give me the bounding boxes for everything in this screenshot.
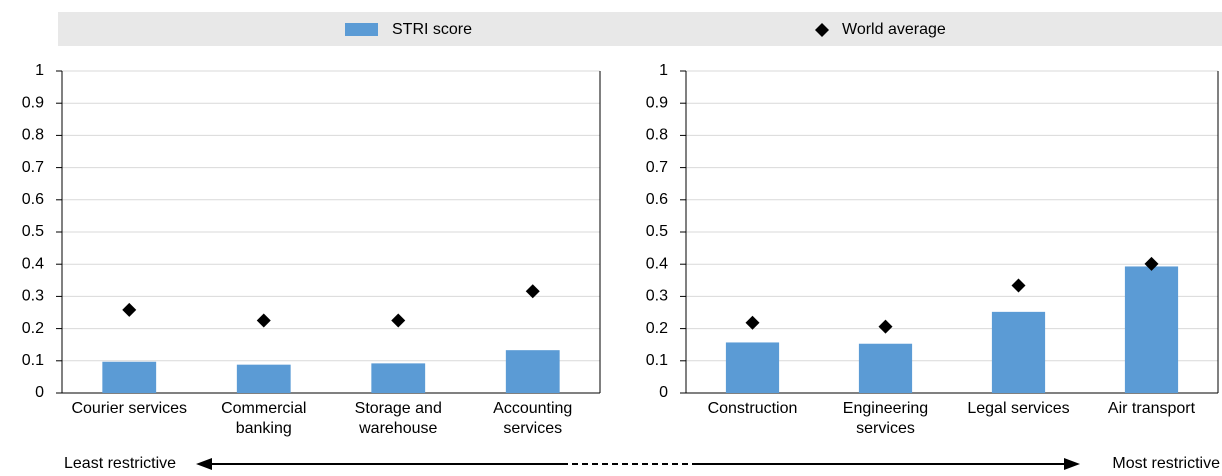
- x-tick-label: Accounting services: [493, 400, 573, 437]
- y-tick-label: 0.8: [22, 127, 44, 144]
- y-tick-label: 0.1: [646, 352, 668, 369]
- legend-swatch: [345, 23, 378, 36]
- y-tick-label: 1: [659, 62, 668, 79]
- bar: [725, 342, 780, 393]
- marker: [1011, 278, 1026, 293]
- footer-label: Most restrictive: [1112, 455, 1220, 472]
- y-tick-label: 0.3: [646, 288, 668, 305]
- legend-label: STRI score: [392, 21, 472, 38]
- legend-swatch: [815, 23, 829, 37]
- bar: [1124, 266, 1179, 393]
- y-tick-label: 0.8: [646, 127, 668, 144]
- footer-label: Least restrictive: [64, 455, 176, 472]
- marker: [391, 313, 406, 328]
- y-tick-label: 0.1: [22, 352, 44, 369]
- y-tick-label: 0.6: [22, 191, 44, 208]
- bar: [236, 364, 291, 393]
- x-tick-label: Courier services: [71, 400, 188, 417]
- marker: [256, 313, 271, 328]
- bar: [505, 350, 560, 393]
- y-tick-label: 0: [659, 384, 668, 401]
- y-tick-label: 1: [35, 62, 44, 79]
- y-tick-label: 0.7: [646, 159, 668, 176]
- bar: [991, 311, 1046, 393]
- legend-box: [58, 12, 1222, 46]
- legend-label: World average: [842, 21, 946, 38]
- x-tick-label: Commercial banking: [221, 400, 307, 437]
- y-tick-label: 0.5: [646, 223, 668, 240]
- y-tick-label: 0.6: [646, 191, 668, 208]
- y-tick-label: 0.4: [22, 255, 44, 272]
- y-tick-label: 0.7: [22, 159, 44, 176]
- bar: [102, 361, 157, 393]
- y-tick-label: 0.4: [646, 255, 668, 272]
- y-tick-label: 0.2: [646, 320, 668, 337]
- x-tick-label: Legal services: [967, 400, 1070, 417]
- x-tick-label: Air transport: [1107, 400, 1196, 417]
- marker: [878, 319, 893, 334]
- marker: [745, 315, 760, 330]
- y-tick-label: 0.5: [22, 223, 44, 240]
- bar: [371, 363, 426, 393]
- x-tick-label: Engineering services: [842, 400, 929, 437]
- marker: [525, 284, 540, 299]
- y-tick-label: 0.2: [22, 320, 44, 337]
- marker: [122, 302, 137, 317]
- x-tick-label: Construction: [707, 400, 798, 417]
- marker: [1144, 256, 1159, 271]
- bar: [858, 343, 913, 393]
- y-tick-label: 0: [35, 384, 44, 401]
- y-tick-label: 0.9: [22, 94, 44, 111]
- x-tick-label: Storage and warehouse: [354, 400, 442, 437]
- y-tick-label: 0.9: [646, 94, 668, 111]
- y-tick-label: 0.3: [22, 288, 44, 305]
